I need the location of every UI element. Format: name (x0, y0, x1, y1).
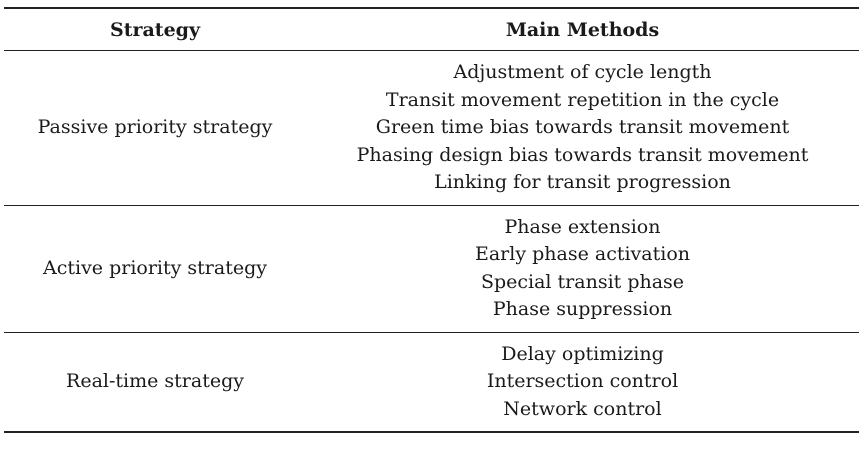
method-item: Phasing design bias towards transit move… (356, 143, 809, 166)
strategy-cell: Real-time strategy (66, 370, 244, 392)
method-item: Adjustment of cycle length (453, 61, 712, 83)
method-item: Green time bias towards transit movement (375, 116, 790, 138)
method-item: Intersection control (486, 370, 679, 392)
strategy-cell: Passive priority strategy (37, 116, 273, 138)
table-row: Active priority strategy Phase extension E… (4, 205, 859, 332)
table-row: Passive priority strategy Adjustment of c… (4, 51, 859, 206)
method-item: Phase suppression (492, 298, 673, 320)
method-item: Transit movement repetition in the cycle (385, 88, 780, 111)
table-row: Real-time strategy Delay optimizing Inters… (4, 332, 859, 432)
methods-cell: Delay optimizing Intersection control Netw… (306, 332, 859, 432)
method-item: Network control (503, 397, 662, 420)
header-strategy: Strategy (109, 18, 200, 41)
strategy-cell: Active priority strategy (43, 256, 267, 279)
method-item: Early phase activation (474, 243, 691, 265)
methods-cell: Adjustment of cycle length Transit moveme… (306, 51, 859, 206)
method-item: Special transit phase (480, 270, 685, 293)
method-item: Phase extension (504, 215, 661, 238)
methods-cell: Phase extension Early phase activation Spe… (306, 205, 859, 332)
header-main-methods: Main Methods (505, 18, 660, 41)
method-item: Linking for transit progression (434, 171, 731, 193)
method-item: Delay optimizing (501, 342, 664, 365)
header-row: Strategy Main Methods (4, 8, 859, 51)
strategy-table: Strategy Main Methods Passive priority s… (4, 7, 859, 433)
